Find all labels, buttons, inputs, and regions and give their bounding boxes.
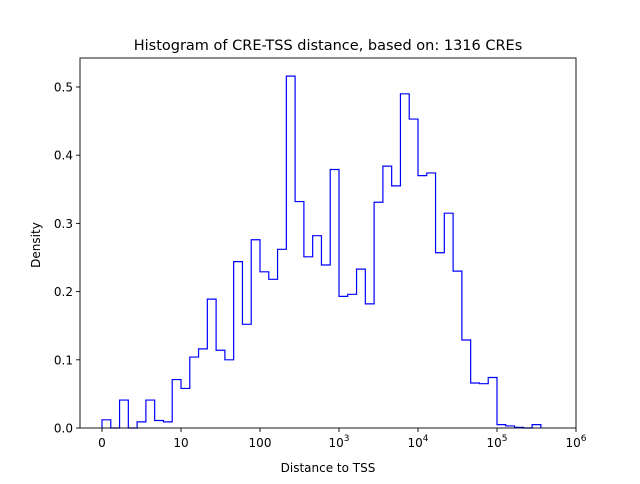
y-tick-label: 0.3 <box>54 217 73 231</box>
y-tick-label: 0.2 <box>54 285 73 299</box>
axes-frame <box>79 57 577 429</box>
x-tick-label: 103 <box>328 434 349 450</box>
x-tick-label: 10 <box>173 436 188 450</box>
x-axis-label: Distance to TSS <box>281 461 376 475</box>
y-axis: 0.0 0.1 0.2 0.3 0.4 0.5 <box>54 81 80 436</box>
x-axis: 0 10 100 103 104 105 106 <box>98 428 587 450</box>
x-tick-label: 106 <box>565 434 586 450</box>
y-tick-label: 0.4 <box>54 149 73 163</box>
chart-title: Histogram of CRE-TSS distance, based on:… <box>134 38 523 54</box>
x-tick-label: 100 <box>249 436 272 450</box>
histogram-step-line <box>101 75 542 429</box>
y-tick-label: 0.0 <box>54 422 73 436</box>
y-tick-label: 0.1 <box>54 353 73 367</box>
x-tick-label: 104 <box>407 434 428 450</box>
x-tick-label: 105 <box>486 434 507 450</box>
y-tick-label: 0.5 <box>54 81 73 95</box>
y-axis-label: Density <box>29 222 43 268</box>
x-tick-label: 0 <box>98 436 106 450</box>
